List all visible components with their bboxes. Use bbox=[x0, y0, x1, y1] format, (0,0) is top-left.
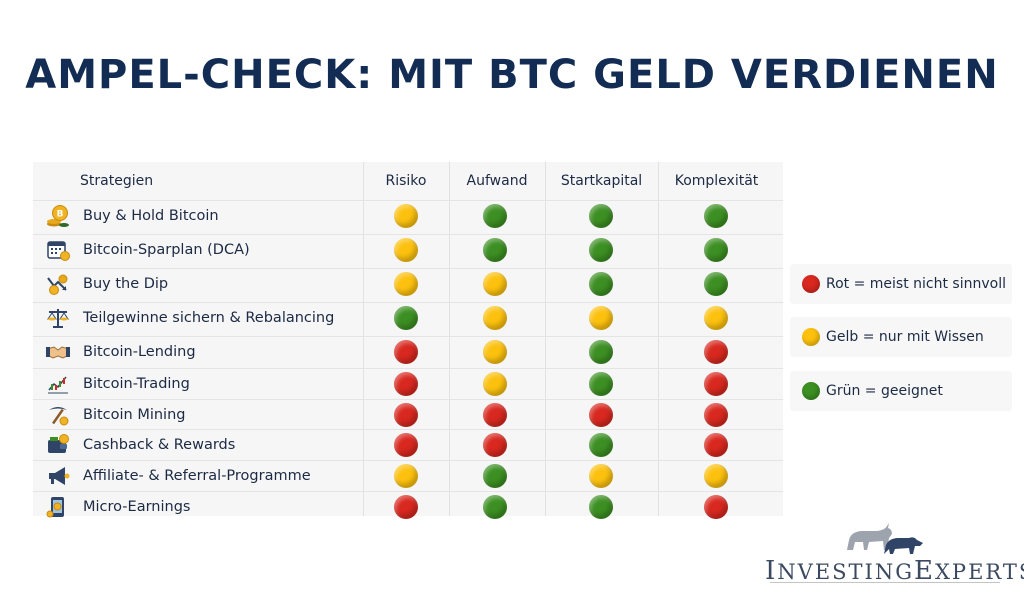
table-row: Buy the Dip bbox=[33, 268, 783, 298]
table-row: Bitcoin-Sparplan (DCA) bbox=[33, 234, 783, 264]
risiko-yellow-light bbox=[394, 204, 418, 228]
calendar-coins-icon bbox=[46, 238, 70, 262]
page-title: AMPEL-CHECK: MIT BTC GELD VERDIENEN bbox=[25, 52, 999, 98]
startkapital-green-light bbox=[589, 433, 613, 457]
balance-scale-icon bbox=[46, 306, 70, 330]
column-divider bbox=[363, 162, 364, 516]
investing-experts-logo: INVESTINGEXPERTS bbox=[765, 520, 1024, 590]
startkapital-green-light bbox=[589, 495, 613, 519]
risiko-red-light bbox=[394, 403, 418, 427]
table-row: Micro-Earnings bbox=[33, 491, 783, 521]
legend-green: Grün = geeignet bbox=[790, 371, 1012, 411]
trading-chart-icon bbox=[46, 372, 70, 396]
strategy-label: Micro-Earnings bbox=[83, 499, 191, 515]
brand-name: INVESTINGEXPERTS bbox=[765, 556, 1024, 586]
strategy-label: Bitcoin-Sparplan (DCA) bbox=[83, 242, 250, 258]
table-row: Bitcoin-Trading bbox=[33, 368, 783, 398]
risiko-yellow-light bbox=[394, 464, 418, 488]
risiko-yellow-light bbox=[394, 272, 418, 296]
strategy-label: Teilgewinne sichern & Rebalancing bbox=[83, 310, 335, 326]
strategy-label: Cashback & Rewards bbox=[83, 437, 236, 453]
column-divider bbox=[658, 162, 659, 516]
aufwand-yellow-light bbox=[483, 372, 507, 396]
strategy-label: Buy the Dip bbox=[83, 276, 169, 292]
komplexitaet-green-light bbox=[704, 204, 728, 228]
komplexitaet-green-light bbox=[704, 238, 728, 262]
table-row: Bitcoin-Lending bbox=[33, 336, 783, 366]
startkapital-green-light bbox=[589, 340, 613, 364]
komplexitaet-red-light bbox=[704, 340, 728, 364]
risiko-red-light bbox=[394, 372, 418, 396]
komplexitaet-green-light bbox=[704, 272, 728, 296]
legend-yellow: Gelb = nur mit Wissen bbox=[790, 317, 1012, 357]
svg-text:B: B bbox=[57, 210, 64, 220]
startkapital-green-light bbox=[589, 272, 613, 296]
komplexitaet-red-light bbox=[704, 495, 728, 519]
aufwand-red-light bbox=[483, 433, 507, 457]
aufwand-green-light bbox=[483, 238, 507, 262]
risiko-yellow-light bbox=[394, 238, 418, 262]
aufwand-red-light bbox=[483, 403, 507, 427]
column-divider bbox=[449, 162, 450, 516]
pickaxe-icon bbox=[46, 403, 70, 427]
dip-chart-coins-icon bbox=[46, 272, 70, 296]
wallet-icon bbox=[46, 433, 70, 457]
startkapital-red-light bbox=[589, 403, 613, 427]
column-divider bbox=[545, 162, 546, 516]
legend-yellow-dot bbox=[802, 328, 820, 346]
legend-red-text: Rot = meist nicht sinnvoll bbox=[826, 276, 1006, 292]
strategy-label: Bitcoin Mining bbox=[83, 407, 186, 423]
risiko-red-light bbox=[394, 433, 418, 457]
megaphone-icon bbox=[46, 464, 70, 488]
startkapital-green-light bbox=[589, 372, 613, 396]
risiko-green-light bbox=[394, 306, 418, 330]
komplexitaet-yellow-light bbox=[704, 306, 728, 330]
legend-green-dot bbox=[802, 382, 820, 400]
startkapital-green-light bbox=[589, 238, 613, 262]
legend-red-dot bbox=[802, 275, 820, 293]
aufwand-green-light bbox=[483, 464, 507, 488]
komplexitaet-red-light bbox=[704, 433, 728, 457]
header-komplexitaet: Komplexität bbox=[674, 173, 759, 189]
komplexitaet-yellow-light bbox=[704, 464, 728, 488]
table-row: Affiliate- & Referral-Programme bbox=[33, 460, 783, 490]
legend-red: Rot = meist nicht sinnvoll bbox=[790, 264, 1012, 304]
startkapital-yellow-light bbox=[589, 464, 613, 488]
bull-bear-icon bbox=[847, 523, 923, 554]
aufwand-yellow-light bbox=[483, 306, 507, 330]
aufwand-green-light bbox=[483, 204, 507, 228]
komplexitaet-red-light bbox=[704, 403, 728, 427]
table-row: B Buy & Hold Bitcoin bbox=[33, 200, 783, 230]
header-startkapital: Startkapital bbox=[560, 173, 643, 189]
aufwand-green-light bbox=[483, 495, 507, 519]
header-risiko: Risiko bbox=[385, 173, 427, 189]
strategy-label: Affiliate- & Referral-Programme bbox=[83, 468, 311, 484]
header-strategien: Strategien bbox=[80, 173, 154, 189]
risiko-red-light bbox=[394, 340, 418, 364]
aufwand-yellow-light bbox=[483, 272, 507, 296]
strategy-label: Bitcoin-Lending bbox=[83, 344, 196, 360]
legend-yellow-text: Gelb = nur mit Wissen bbox=[826, 329, 984, 345]
startkapital-yellow-light bbox=[589, 306, 613, 330]
legend-green-text: Grün = geeignet bbox=[826, 383, 943, 399]
aufwand-yellow-light bbox=[483, 340, 507, 364]
header-aufwand: Aufwand bbox=[466, 173, 528, 189]
table-row: Bitcoin Mining bbox=[33, 399, 783, 429]
brand-underline bbox=[770, 582, 1000, 583]
table-row: Teilgewinne sichern & Rebalancing bbox=[33, 302, 783, 332]
bitcoin-coins-icon: B bbox=[46, 204, 70, 228]
table-header-row: Strategien Risiko Aufwand Startkapital K… bbox=[33, 162, 783, 200]
table-row: Cashback & Rewards bbox=[33, 429, 783, 459]
strategy-label: Bitcoin-Trading bbox=[83, 376, 190, 392]
handshake-icon bbox=[46, 340, 70, 364]
risiko-red-light bbox=[394, 495, 418, 519]
phone-coin-icon bbox=[46, 495, 70, 519]
strategy-table: Strategien Risiko Aufwand Startkapital K… bbox=[33, 162, 783, 519]
strategy-label: Buy & Hold Bitcoin bbox=[83, 208, 219, 224]
komplexitaet-red-light bbox=[704, 372, 728, 396]
startkapital-green-light bbox=[589, 204, 613, 228]
